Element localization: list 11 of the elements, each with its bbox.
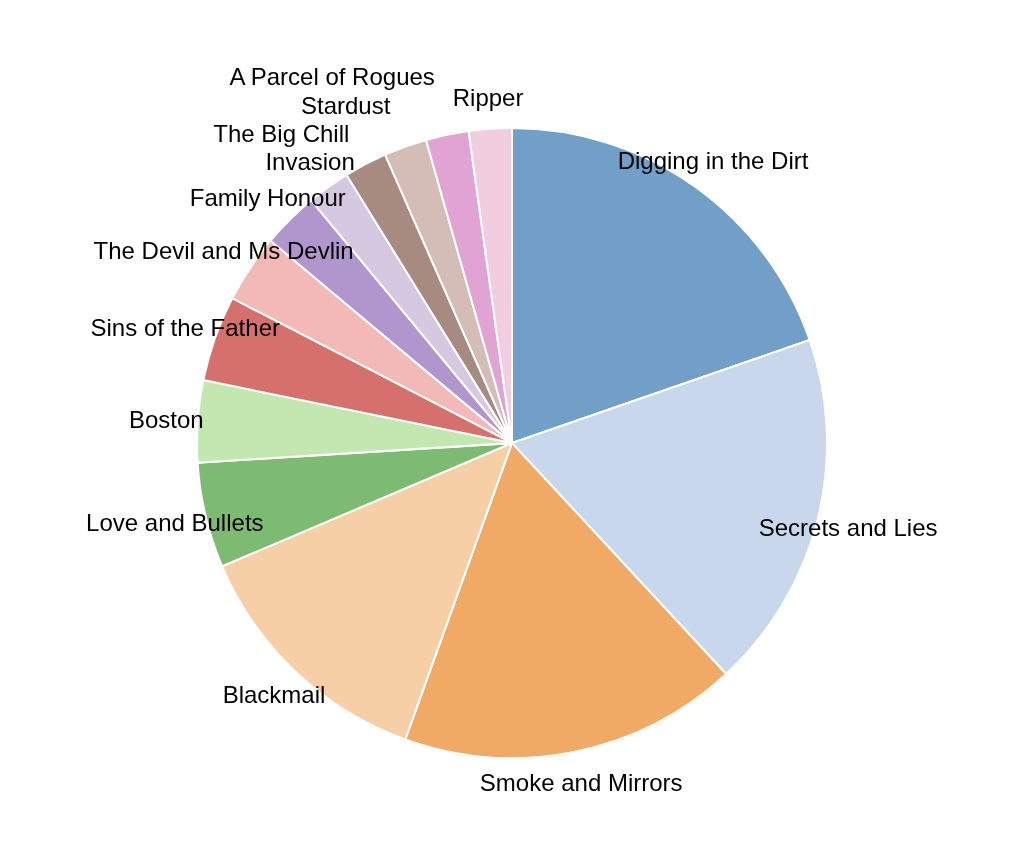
slice-label: Stardust (300, 91, 391, 119)
slice-label: Smoke and Mirrors (479, 769, 683, 797)
slice-label: Boston (128, 405, 204, 433)
slice-label: Secrets and Lies (758, 513, 938, 541)
slice-label: The Big Chill (213, 119, 350, 147)
slice-label: Ripper (452, 83, 524, 111)
slice-label: Invasion (265, 147, 355, 175)
slice-label: Family Honour (189, 183, 346, 211)
slice-label: Blackmail (222, 681, 326, 709)
slice-label: The Devil and Ms Devlin (93, 237, 354, 265)
slice-label: A Parcel of Rogues (229, 62, 435, 90)
